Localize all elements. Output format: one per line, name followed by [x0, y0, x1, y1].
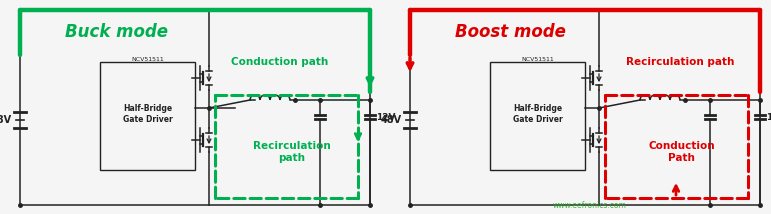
Text: Half-Bridge
Gate Driver: Half-Bridge Gate Driver — [513, 104, 562, 124]
Text: NCV51511: NCV51511 — [131, 57, 164, 62]
Bar — [490, 62, 585, 170]
Bar — [100, 62, 195, 170]
Text: Boost mode: Boost mode — [455, 23, 566, 41]
Text: 48V: 48V — [381, 115, 402, 125]
Text: NCV51511: NCV51511 — [521, 57, 554, 62]
Text: Recirculation
path: Recirculation path — [253, 141, 331, 163]
Text: 48V: 48V — [0, 115, 12, 125]
Text: 12V: 12V — [766, 113, 771, 122]
Text: Recirculation path: Recirculation path — [626, 57, 734, 67]
Text: Half-Bridge
Gate Driver: Half-Bridge Gate Driver — [123, 104, 173, 124]
Text: Buck mode: Buck mode — [65, 23, 168, 41]
Text: www.eefronics.com: www.eefronics.com — [553, 202, 627, 211]
Text: Conduction
Path: Conduction Path — [648, 141, 715, 163]
Text: Conduction path: Conduction path — [231, 57, 328, 67]
Text: 12V: 12V — [376, 113, 396, 122]
